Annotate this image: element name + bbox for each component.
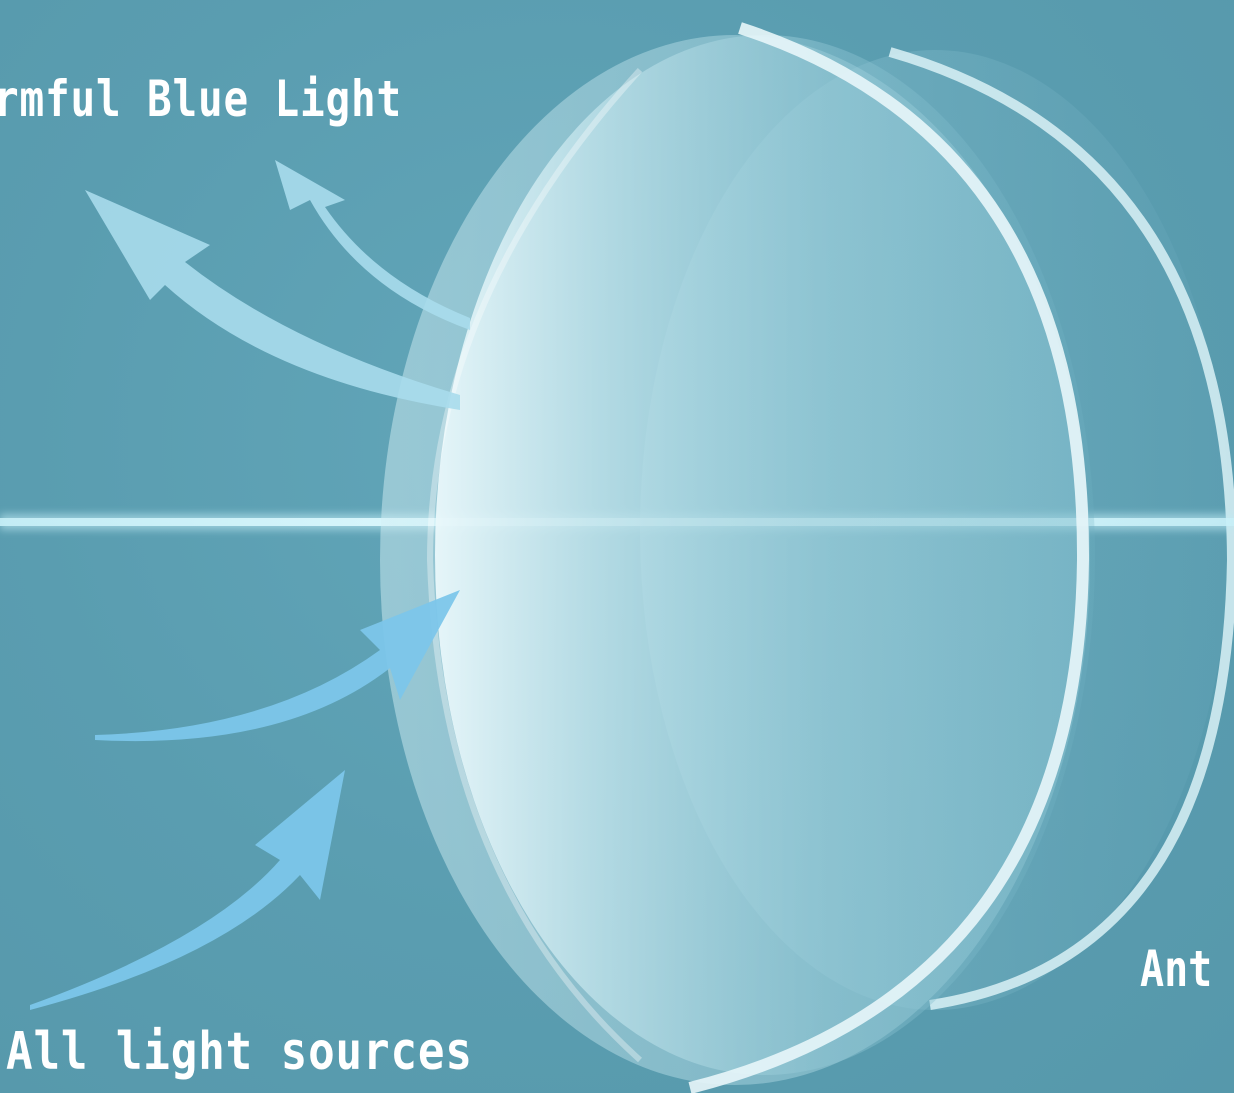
incoming-arrow-1 [95,590,460,742]
harmful-blue-light-label: rmful Blue Light [0,70,403,128]
all-light-sources-label: All light sources [6,1022,473,1082]
harmful-arrow-1 [85,190,460,410]
front-lens [380,22,1095,1093]
harmful-arrow-2 [275,160,470,330]
anti-label: Ant [1140,940,1213,998]
incoming-arrow-2 [30,770,345,1010]
